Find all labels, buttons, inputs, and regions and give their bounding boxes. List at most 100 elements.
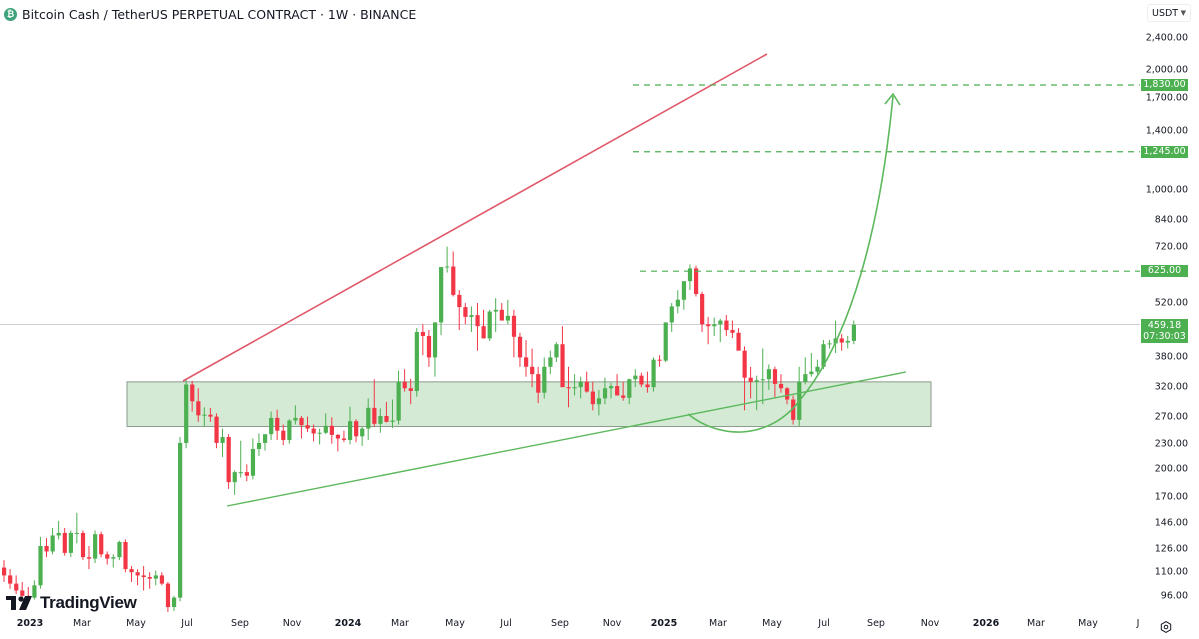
candle-body xyxy=(766,369,772,380)
candle xyxy=(536,366,541,404)
candle xyxy=(445,246,450,273)
candle xyxy=(572,374,577,396)
demand-zone[interactable] xyxy=(126,381,932,428)
candle xyxy=(226,434,231,489)
candle xyxy=(615,374,620,396)
candle xyxy=(451,251,456,297)
candle xyxy=(44,538,49,558)
candle-body xyxy=(736,332,741,351)
candle xyxy=(202,407,207,427)
candle xyxy=(815,359,820,375)
candle xyxy=(256,433,262,457)
candle xyxy=(190,380,195,412)
candle-body xyxy=(851,324,856,341)
candle-body xyxy=(645,384,650,388)
candle-body xyxy=(778,383,784,389)
candle-body xyxy=(372,407,377,424)
price-tick: 840.00 xyxy=(1154,214,1188,226)
candle-body xyxy=(718,320,723,325)
candle xyxy=(178,437,183,602)
candle-body xyxy=(742,350,747,378)
candle xyxy=(730,320,735,339)
candle xyxy=(32,580,37,600)
candle xyxy=(432,322,438,377)
candle xyxy=(141,566,146,591)
candle xyxy=(153,570,158,586)
gear-icon[interactable] xyxy=(1160,621,1172,633)
candle xyxy=(275,409,280,440)
candle xyxy=(772,366,778,399)
candle-body xyxy=(366,407,371,429)
candle-body xyxy=(93,534,98,559)
candle xyxy=(366,398,371,440)
candle-body xyxy=(669,306,674,323)
candle xyxy=(74,512,80,544)
candle-body xyxy=(226,437,231,483)
candle-body xyxy=(572,387,577,389)
candle-body xyxy=(730,330,735,333)
candle-body xyxy=(196,401,201,416)
target-price-label: 1,245.00 xyxy=(1141,145,1188,158)
drawings[interactable] xyxy=(182,53,1140,507)
candle xyxy=(778,374,784,393)
candle xyxy=(663,322,668,363)
candle xyxy=(305,416,310,433)
time-tick: Mar xyxy=(391,618,409,629)
candle xyxy=(341,430,347,443)
candle-body xyxy=(584,381,589,392)
candle xyxy=(463,303,468,325)
candle xyxy=(633,369,638,388)
support-trendline[interactable] xyxy=(226,371,907,507)
candle xyxy=(317,428,322,445)
candle-body xyxy=(499,309,504,321)
candle-body xyxy=(432,322,438,358)
tradingview-logo[interactable]: TradingView xyxy=(6,593,137,613)
time-tick: Nov xyxy=(602,618,622,629)
candle xyxy=(281,424,286,446)
candle xyxy=(68,530,73,558)
candle-body xyxy=(602,388,608,399)
candle-body xyxy=(542,366,547,393)
price-tick: 146.00 xyxy=(1154,517,1188,529)
price-tick: 320.00 xyxy=(1154,381,1188,393)
candle-body xyxy=(426,335,432,358)
candle-body xyxy=(44,545,49,552)
time-axis[interactable]: 2023 Mar May Jul Sep Nov 2024 Mar May Jul Sep Nov 20… xyxy=(0,612,1199,639)
candle-body xyxy=(202,414,207,416)
candle xyxy=(20,581,25,598)
candle xyxy=(354,419,359,443)
projection-arrow[interactable] xyxy=(687,95,894,433)
candle xyxy=(736,328,741,351)
candle-body xyxy=(530,366,535,375)
candle-body xyxy=(633,375,638,380)
time-tick: Sep xyxy=(867,618,885,629)
candle xyxy=(475,303,480,351)
candle-body xyxy=(250,448,256,476)
candle xyxy=(499,303,504,321)
candle xyxy=(93,530,98,564)
candle xyxy=(700,291,705,332)
currency-selector[interactable]: USDT ▼ xyxy=(1147,4,1191,22)
candle-body xyxy=(657,359,662,361)
resistance-trendline[interactable] xyxy=(182,53,768,382)
candle-body xyxy=(809,371,814,375)
candle-body xyxy=(839,338,844,343)
price-axis[interactable]: 2,400.00 2,000.00 1,700.00 1,400.00 1,000.00… xyxy=(1140,0,1199,612)
chart-plot-area[interactable] xyxy=(0,0,1140,612)
candle-body xyxy=(232,472,237,483)
candle-body xyxy=(99,534,104,555)
candle-body xyxy=(693,268,699,294)
candle xyxy=(505,299,511,325)
candle xyxy=(214,413,219,449)
demand-zone-rect[interactable] xyxy=(126,381,932,428)
candle-body xyxy=(220,437,225,443)
candle xyxy=(408,378,413,405)
candle-body xyxy=(560,344,565,388)
candle xyxy=(584,371,589,393)
candle-body xyxy=(609,386,614,389)
candle xyxy=(645,371,650,393)
candle-body xyxy=(408,388,413,392)
price-tick: 170.00 xyxy=(1154,491,1188,503)
candle-body xyxy=(129,569,134,573)
candle xyxy=(493,298,498,332)
